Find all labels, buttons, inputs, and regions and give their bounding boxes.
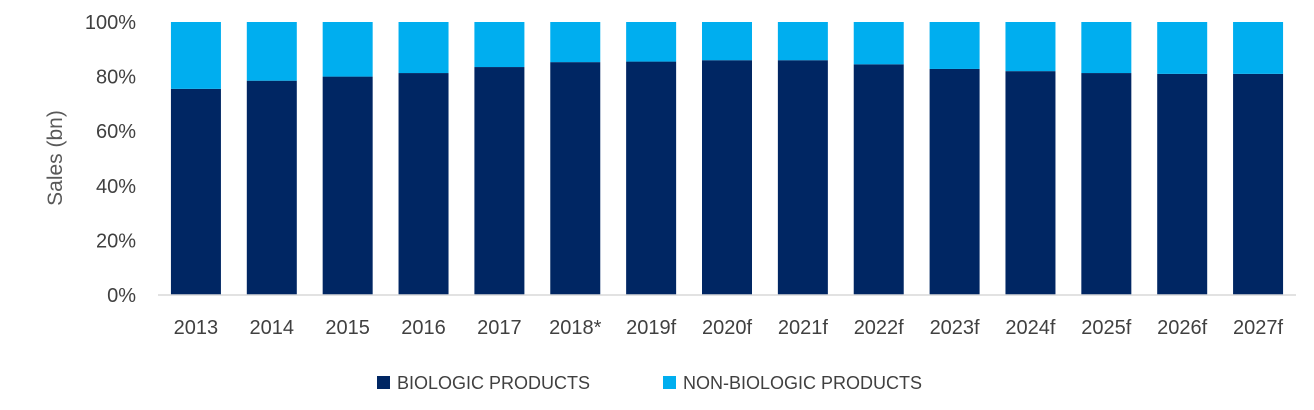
bar-biologic	[1157, 73, 1208, 296]
bar-biologic	[702, 60, 752, 295]
y-tick-label: 80%	[96, 67, 136, 89]
legend-label: NON-BIOLOGIC PRODUCTS	[683, 373, 922, 393]
x-tick-label: 2020f	[702, 317, 752, 339]
bar-non-biologic	[550, 22, 601, 63]
bars	[170, 22, 1284, 296]
bar-non-biologic	[474, 22, 525, 68]
bar-biologic	[1081, 73, 1132, 296]
bar-biologic	[474, 67, 525, 295]
bar-biologic	[626, 61, 677, 296]
x-tick-label: 2014	[250, 317, 295, 339]
y-tick-label: 40%	[96, 176, 136, 198]
bar-biologic	[777, 60, 828, 295]
bar-non-biologic	[1233, 22, 1284, 74]
x-tick-label: 2022f	[854, 317, 904, 339]
x-tick-label: 2026f	[1157, 317, 1207, 339]
bar-non-biologic	[1005, 22, 1056, 72]
bar-non-biologic	[626, 22, 677, 62]
x-tick-label: 2019f	[626, 317, 676, 339]
bar-biologic	[170, 88, 221, 295]
x-axis-tick-labels: 2013 2014 2015 2016 2017 2018* 2019f 2020f 2021f…	[174, 317, 1284, 339]
legend-swatch	[663, 376, 676, 389]
bar-biologic	[550, 62, 601, 296]
legend-label: BIOLOGIC PRODUCTS	[397, 373, 590, 393]
y-axis-tick-labels: 0% 20% 40% 60% 80% 100%	[85, 12, 136, 307]
x-tick-label: 2015	[325, 317, 370, 339]
bar-non-biologic	[1081, 22, 1132, 74]
bar-non-biologic	[322, 22, 373, 77]
bar-non-biologic	[702, 22, 752, 61]
bar-non-biologic	[170, 22, 221, 89]
x-tick-label: 2016	[401, 317, 446, 339]
bar-biologic	[322, 76, 373, 295]
bar-biologic	[246, 80, 297, 295]
x-tick-label: 2023f	[930, 317, 980, 339]
x-tick-label: 2025f	[1081, 317, 1131, 339]
y-tick-label: 100%	[85, 12, 136, 34]
y-tick-label: 60%	[96, 121, 136, 143]
legend: BIOLOGIC PRODUCTS NON-BIOLOGIC PRODUCTS	[377, 373, 922, 393]
bar-non-biologic	[246, 22, 297, 81]
bar-non-biologic	[853, 22, 904, 65]
bar-non-biologic	[777, 22, 828, 61]
y-tick-label: 0%	[107, 285, 136, 307]
bar-non-biologic	[398, 22, 449, 74]
bar-non-biologic	[929, 22, 980, 69]
x-tick-label: 2027f	[1233, 317, 1283, 339]
x-tick-label: 2018*	[549, 317, 601, 339]
bar-biologic	[398, 73, 449, 296]
x-tick-label: 2013	[174, 317, 219, 339]
y-axis-title: Sales (bn)	[44, 110, 67, 206]
x-tick-label: 2024f	[1005, 317, 1055, 339]
bar-biologic	[929, 68, 980, 296]
legend-swatch	[377, 376, 390, 389]
bar-biologic	[853, 64, 904, 295]
y-tick-label: 20%	[96, 230, 136, 252]
x-tick-label: 2021f	[778, 317, 828, 339]
x-tick-label: 2017	[477, 317, 522, 339]
bar-biologic	[1005, 71, 1056, 295]
bar-non-biologic	[1157, 22, 1208, 74]
bar-biologic	[1233, 73, 1284, 296]
